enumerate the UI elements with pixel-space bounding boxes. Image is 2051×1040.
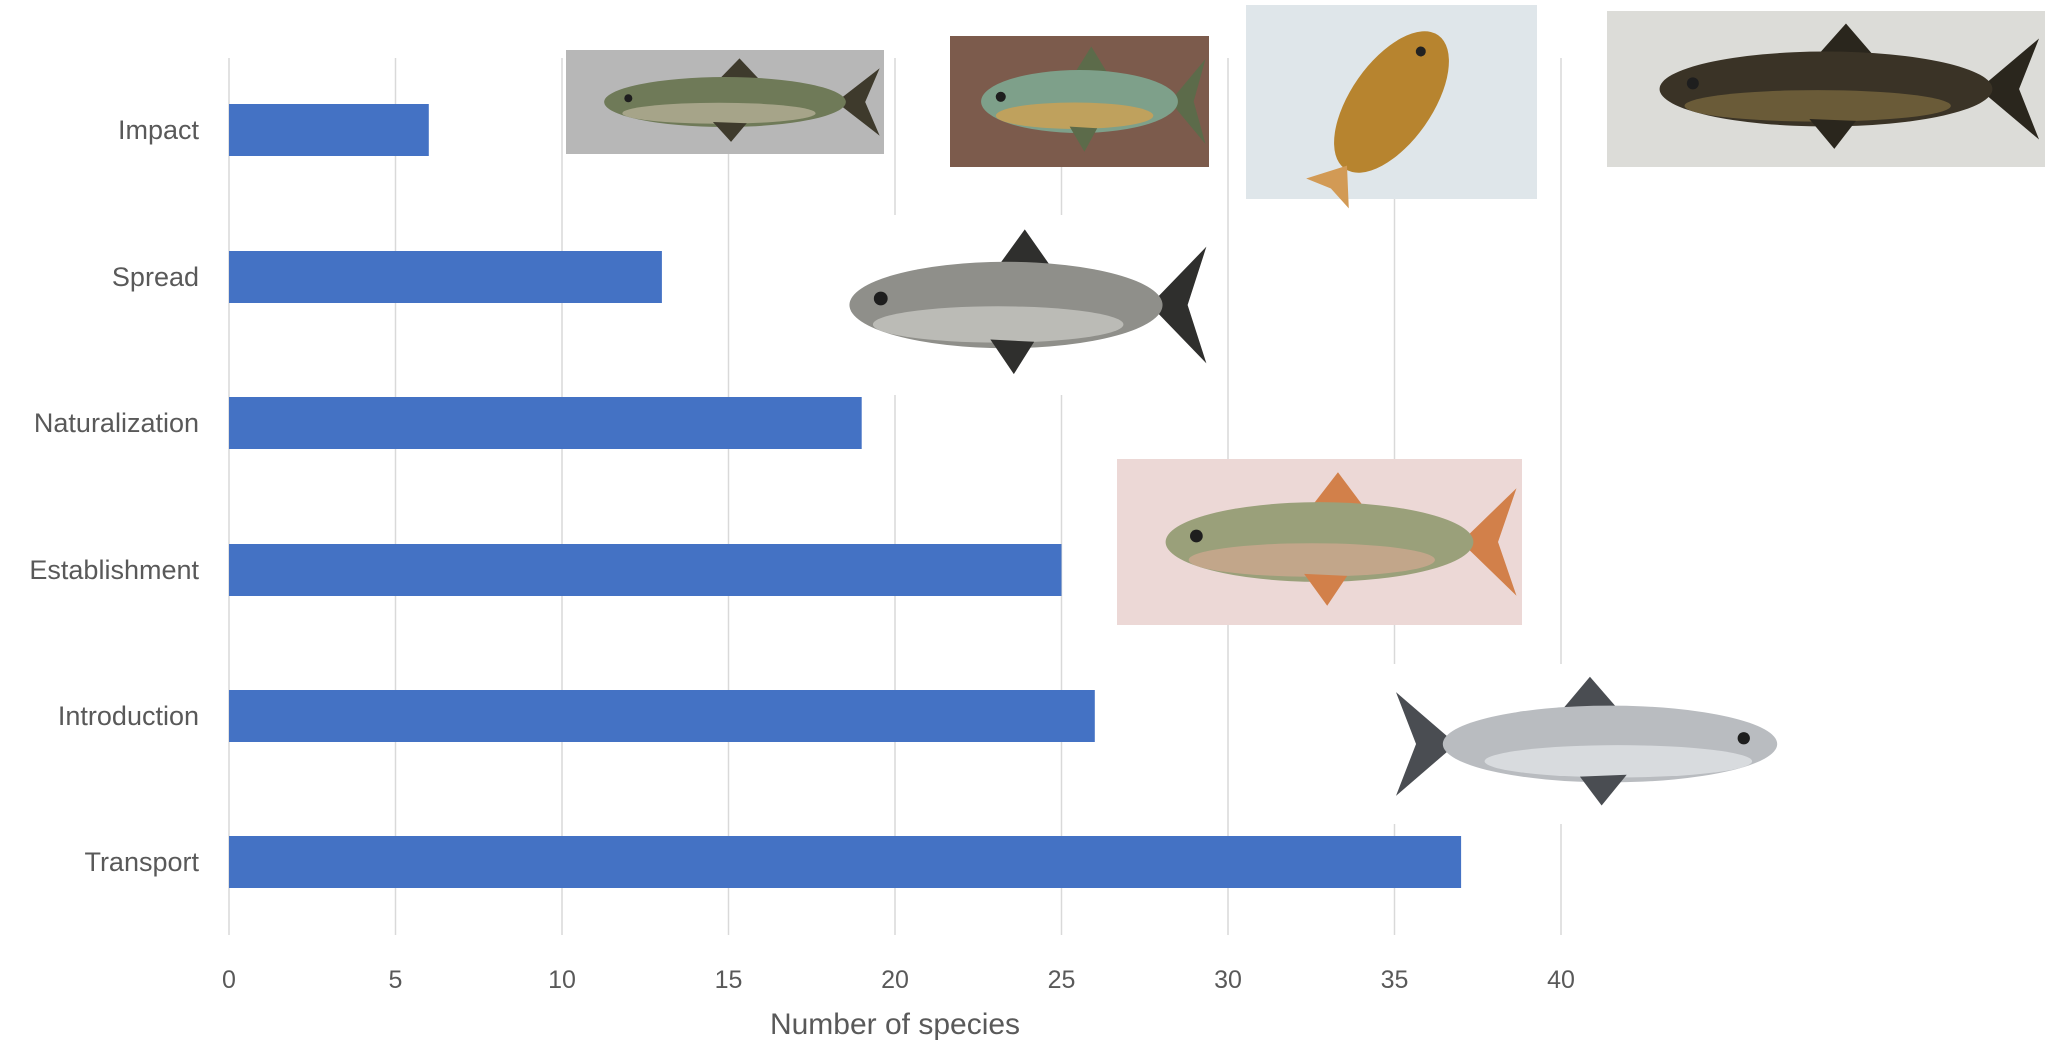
bar-impact	[229, 104, 429, 156]
x-tick-label-30: 30	[1214, 966, 1242, 994]
x-tick-labels: 0 5 10 15 20 25 30 35 40	[222, 966, 1575, 994]
bar-introduction	[229, 690, 1095, 742]
dark-catfish-photo	[1607, 11, 2045, 167]
x-axis-title: Number of species	[770, 1008, 1020, 1040]
whitefish-photo	[1390, 664, 1830, 824]
category-labels: Impact Spread Naturalization Establishment I…	[29, 115, 199, 877]
category-label-impact: Impact	[118, 115, 200, 145]
bar-spread	[229, 251, 662, 303]
x-tick-label-10: 10	[548, 966, 576, 994]
x-tick-label-0: 0	[222, 966, 236, 994]
x-tick-label-20: 20	[881, 966, 909, 994]
x-tick-label-35: 35	[1381, 966, 1409, 994]
pumpkinseed-sunfish-photo	[950, 36, 1209, 167]
gridlines	[228, 58, 1562, 935]
bars	[229, 104, 1462, 888]
fish-photos	[566, 5, 2045, 824]
category-label-naturalization: Naturalization	[34, 408, 199, 438]
bighead-carp-photo	[800, 215, 1212, 395]
category-label-spread: Spread	[112, 262, 199, 292]
bar-establishment	[229, 544, 1062, 596]
x-tick-label-5: 5	[389, 966, 403, 994]
category-label-introduction: Introduction	[58, 701, 199, 731]
greenish-minnow-photo	[566, 50, 884, 154]
x-tick-label-40: 40	[1547, 966, 1575, 994]
x-tick-label-15: 15	[715, 966, 743, 994]
bar-transport	[229, 836, 1462, 888]
category-label-establishment: Establishment	[29, 555, 199, 585]
guppy-photo	[1117, 459, 1522, 625]
x-tick-label-25: 25	[1048, 966, 1076, 994]
category-label-transport: Transport	[84, 847, 199, 877]
brown-goby-photo	[1246, 5, 1537, 209]
bar-naturalization	[229, 397, 862, 449]
